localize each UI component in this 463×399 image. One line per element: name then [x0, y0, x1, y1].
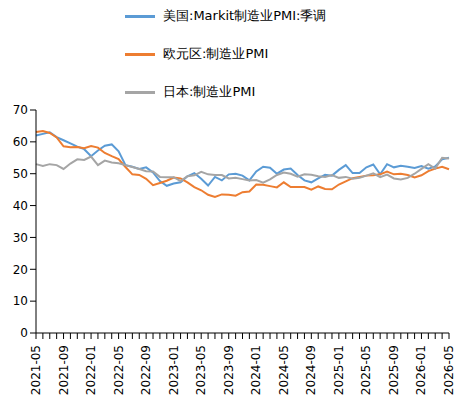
svg-text:2024-05: 2024-05	[277, 345, 291, 395]
svg-text:0: 0	[20, 326, 28, 340]
html-text:欧元区:制造业PMI: 欧元区:制造业PMI	[163, 46, 269, 61]
svg-text:70: 70	[13, 103, 28, 117]
svg-text:2023-09: 2023-09	[222, 345, 236, 395]
svg-text:2021-09: 2021-09	[57, 345, 71, 395]
svg-text:40: 40	[13, 199, 28, 213]
svg-text:30: 30	[13, 231, 28, 245]
svg-text:50: 50	[13, 167, 28, 181]
svg-text:2026-01: 2026-01	[414, 345, 428, 395]
svg-text:2024-09: 2024-09	[304, 345, 318, 395]
svg-text:2026-05: 2026-05	[442, 345, 456, 395]
svg-text:2022-01: 2022-01	[84, 345, 98, 395]
svg-text:20: 20	[13, 263, 28, 277]
svg-text:2025-09: 2025-09	[387, 345, 401, 395]
svg-text:2022-05: 2022-05	[112, 345, 126, 395]
html-text:日本:制造业PMI: 日本:制造业PMI	[163, 84, 256, 99]
svg-text:2023-01: 2023-01	[167, 345, 181, 395]
svg-text:2025-01: 2025-01	[332, 345, 346, 395]
svg-text:10: 10	[13, 294, 28, 308]
html-text:美国:Markit制造业PMI:季调: 美国:Markit制造业PMI:季调	[163, 8, 327, 23]
svg-text:2024-01: 2024-01	[249, 345, 263, 395]
svg-text:2022-09: 2022-09	[139, 345, 153, 395]
svg-text:2025-05: 2025-05	[359, 345, 373, 395]
svg-text:2023-05: 2023-05	[194, 345, 208, 395]
svg-text:60: 60	[13, 135, 28, 149]
svg-text:2021-05: 2021-05	[29, 345, 43, 395]
